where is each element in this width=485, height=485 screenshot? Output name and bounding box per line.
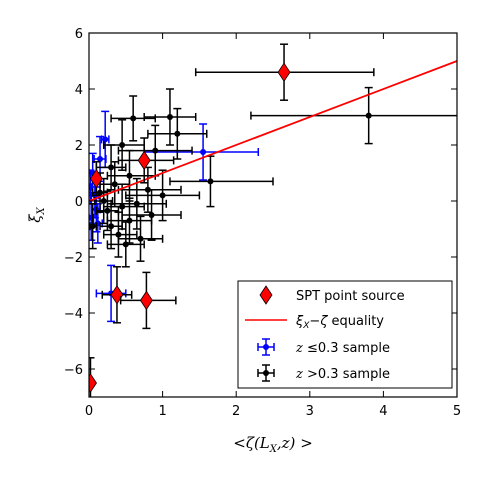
x-tick-label: 5	[453, 404, 461, 419]
y-tick-label: 4	[75, 83, 83, 98]
y-axis-label: ξX	[26, 206, 47, 222]
high-z-dot	[137, 235, 144, 242]
high-z-point	[95, 144, 127, 191]
high-z-dot	[365, 112, 372, 119]
high-z-dot	[130, 115, 137, 122]
y-tick-label: 6	[75, 27, 83, 42]
x-tick-label: 1	[158, 404, 166, 419]
spt-point	[89, 161, 103, 197]
axis-ticks: 0 1 2 3 4 5 −6 −4 −2 0 2 4 6	[64, 27, 461, 419]
high-z-point	[169, 155, 274, 208]
high-z-dot	[104, 207, 111, 214]
high-z-point	[102, 211, 138, 258]
high-z-dot	[119, 142, 126, 148]
low-z-dot	[97, 156, 104, 162]
low-z-dot	[89, 184, 94, 190]
legend-diamond-marker	[259, 285, 273, 305]
high-z-dot	[108, 164, 115, 171]
y-tick-label: −4	[64, 307, 83, 322]
spt-diamond	[137, 150, 151, 171]
legend-item-spt: SPT point source	[259, 285, 405, 305]
x-axis-label: <ζ(LX,z) >	[233, 434, 313, 455]
legend-dot-marker	[263, 344, 269, 350]
high-z-dot	[97, 189, 104, 196]
high-z-dot	[133, 200, 140, 207]
y-tick-label: −2	[64, 251, 83, 266]
high-z-dot	[152, 147, 159, 154]
spt-diamond	[89, 168, 103, 189]
high-z-dot	[100, 198, 107, 204]
x-tick-label: 3	[306, 404, 314, 419]
spt-diamond	[277, 62, 291, 82]
high-z-dot	[207, 178, 214, 185]
legend-item-high-z: z >0.3 sample	[257, 364, 390, 382]
high-z-point	[250, 86, 457, 145]
equality-line	[89, 60, 457, 202]
high-z-point	[99, 203, 123, 250]
high-z-dot	[119, 203, 126, 210]
spt-point	[119, 271, 177, 330]
legend-label-equality: ξX−ζ equality	[295, 314, 384, 331]
high-z-point	[143, 88, 197, 146]
high-z-point	[106, 221, 145, 268]
high-z-point	[121, 189, 182, 241]
spt-diamond	[89, 373, 97, 393]
high-z-dot	[122, 241, 129, 248]
high-z-dot	[111, 181, 118, 188]
plot-frame	[88, 32, 458, 398]
y-tick-label: 0	[75, 195, 83, 210]
x-tick-label: 0	[85, 404, 93, 419]
x-tick-label: 4	[379, 404, 387, 419]
y-tick-label: 2	[75, 139, 83, 154]
legend-item-equality: ξX−ζ equality	[245, 314, 384, 331]
spt-diamond	[139, 290, 153, 311]
high-z-dot	[115, 231, 122, 238]
high-z-point	[89, 203, 98, 250]
x-tick-label: 2	[232, 404, 240, 419]
spt-point	[89, 357, 97, 397]
legend-label-high-z: z >0.3 sample	[295, 367, 390, 382]
low-z-dot	[200, 149, 207, 155]
spt-point	[194, 43, 375, 101]
legend-item-low-z: z ≤0.3 sample	[257, 338, 390, 356]
spt-point	[117, 137, 175, 184]
legend-dot-marker	[263, 370, 269, 376]
high-z-point	[110, 95, 156, 142]
high-z-dot	[126, 172, 133, 179]
low-z-dot	[102, 136, 109, 143]
legend: SPT point source ξX−ζ equality z ≤0.3 sa…	[237, 280, 453, 389]
high-z-dot	[159, 192, 166, 199]
high-z-dot	[148, 212, 155, 218]
high-z-dot	[89, 223, 96, 230]
legend-label-low-z: z ≤0.3 sample	[295, 341, 390, 356]
high-z-point	[125, 169, 201, 222]
high-z-dot	[166, 114, 173, 120]
high-z-dot	[174, 130, 181, 137]
high-z-dot	[108, 223, 115, 230]
data-layer	[89, 43, 457, 397]
y-tick-label: −6	[64, 363, 83, 378]
high-z-point	[106, 197, 153, 244]
legend-label-spt: SPT point source	[296, 289, 405, 304]
